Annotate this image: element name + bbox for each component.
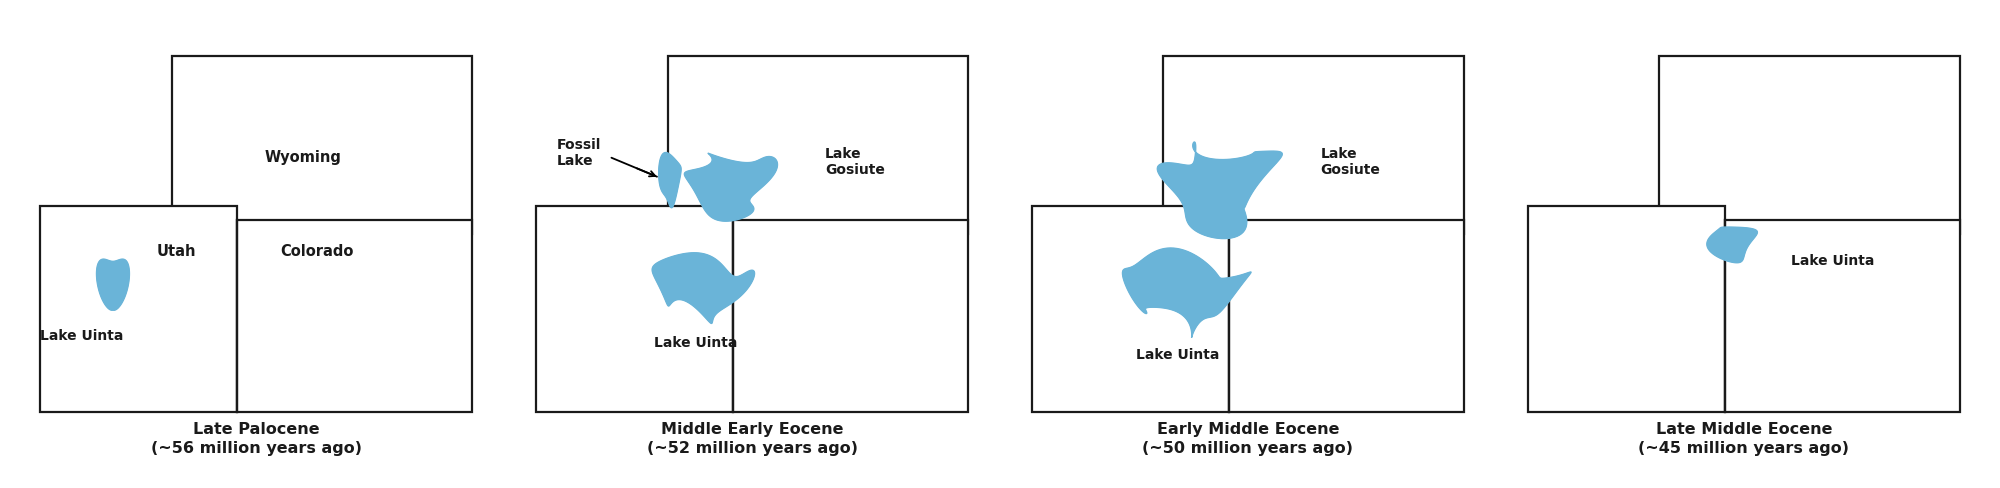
Polygon shape [238, 221, 472, 413]
Text: Late Palocene
(~56 million years ago): Late Palocene (~56 million years ago) [150, 421, 362, 455]
Polygon shape [1528, 206, 1726, 413]
Text: Middle Early Eocene
(~52 million years ago): Middle Early Eocene (~52 million years a… [646, 421, 858, 455]
Polygon shape [172, 57, 472, 235]
Text: Utah: Utah [156, 244, 196, 259]
Polygon shape [658, 153, 682, 208]
Polygon shape [1158, 142, 1282, 239]
Text: Fossil
Lake: Fossil Lake [558, 138, 602, 168]
Polygon shape [1706, 227, 1758, 263]
Text: Lake
Gosiute: Lake Gosiute [824, 147, 884, 177]
Text: Late Middle Eocene
(~45 million years ago): Late Middle Eocene (~45 million years ag… [1638, 421, 1850, 455]
Polygon shape [40, 206, 238, 413]
Text: Colorado: Colorado [280, 244, 354, 259]
Polygon shape [684, 154, 778, 222]
Polygon shape [652, 253, 754, 324]
Polygon shape [1122, 248, 1250, 338]
Polygon shape [536, 206, 734, 413]
Polygon shape [1032, 206, 1230, 413]
Text: Lake Uinta: Lake Uinta [1790, 253, 1874, 267]
Polygon shape [734, 221, 968, 413]
Polygon shape [96, 260, 130, 310]
Text: Lake Uinta: Lake Uinta [654, 335, 738, 349]
Polygon shape [1726, 221, 1960, 413]
Text: Lake Uinta: Lake Uinta [1136, 347, 1220, 361]
Polygon shape [1164, 57, 1464, 235]
Polygon shape [1660, 57, 1960, 235]
Polygon shape [668, 57, 968, 235]
Text: Wyoming: Wyoming [264, 150, 342, 165]
Text: Lake Uinta: Lake Uinta [40, 328, 124, 343]
Text: Lake
Gosiute: Lake Gosiute [1320, 147, 1380, 177]
Polygon shape [1230, 221, 1464, 413]
Text: Early Middle Eocene
(~50 million years ago): Early Middle Eocene (~50 million years a… [1142, 421, 1354, 455]
